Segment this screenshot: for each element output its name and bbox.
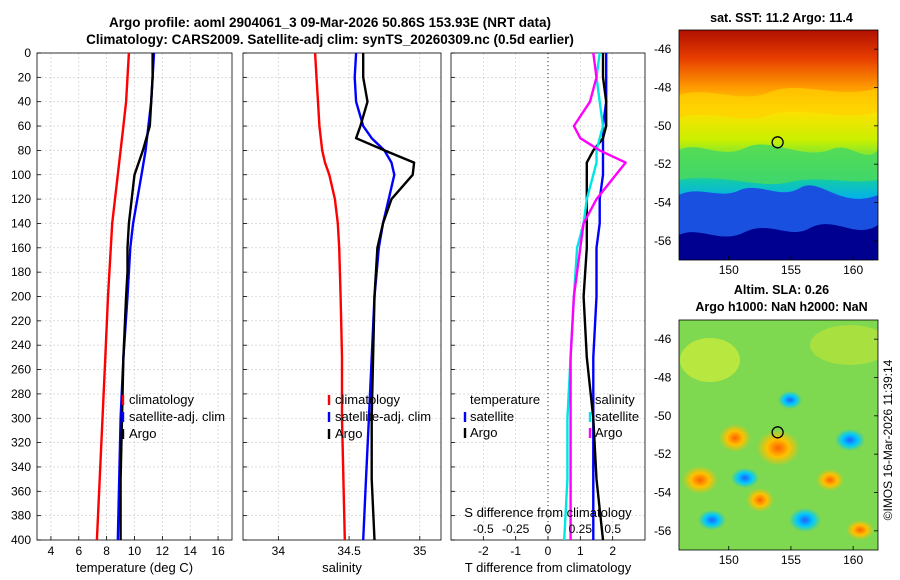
x-axis-label: T difference from climatology (465, 560, 632, 575)
series-line-climatology (95, 52, 131, 541)
map-x-tick-label: 155 (781, 553, 801, 567)
x-tick-label: 34.5 (337, 544, 361, 558)
x-tick-label: 10 (128, 544, 142, 558)
x-tick-label: 14 (184, 544, 198, 558)
x-tick-label: 8 (103, 544, 110, 558)
legend-label: satellite (470, 409, 514, 424)
y-tick-label: 120 (11, 192, 31, 206)
x-tick-label: 6 (75, 544, 82, 558)
legend-label: Argo (129, 426, 156, 441)
map-y-tick-label: -50 (654, 119, 672, 133)
y-tick-label: 260 (11, 363, 31, 377)
x-tick-label: -1 (510, 544, 521, 558)
s-tick-label: 0.25 (569, 522, 593, 536)
salinity-panel: 34 34.5 35 salinity climatology satellite-adj… (242, 52, 442, 575)
y-tick-label: 300 (11, 411, 31, 425)
x-tick-label: 16 (211, 544, 225, 558)
legend-label: satellite-adj. clim (129, 409, 225, 424)
sla-map-title-2: Argo h1000: NaN h2000: NaN (695, 300, 868, 314)
map-x-tick-label: 155 (781, 263, 801, 277)
map-x-tick-label: 160 (843, 263, 863, 277)
y-tick-label: 400 (11, 533, 31, 547)
series-line-salinity-satellite (563, 52, 605, 541)
y-tick-label: 220 (11, 314, 31, 328)
map-y-tick-label: -50 (654, 409, 672, 423)
x-tick-label: 2 (609, 544, 616, 558)
legend-label: Argo (595, 425, 622, 440)
series-line-satellite-adj-clim (353, 52, 396, 541)
s-tick-label: 0 (545, 522, 552, 536)
legend-title-salinity: salinity (595, 392, 635, 407)
legend-label: climatology (129, 392, 195, 407)
legend-label: satellite (595, 409, 639, 424)
x-tick-label: 4 (48, 544, 55, 558)
s-axis-label: S difference from climatology (464, 505, 632, 520)
difference-panel: -2 -1 0 1 2 T difference from climatology temp… (450, 52, 646, 575)
map-y-tick-label: -56 (654, 234, 672, 248)
series-line-argo (354, 53, 416, 541)
s-tick-label: 0.5 (604, 522, 621, 536)
y-tick-label: 20 (18, 70, 32, 84)
series-line-climatology (313, 52, 346, 541)
x-tick-label: 12 (156, 544, 170, 558)
legend-label: climatology (335, 392, 401, 407)
map-y-tick-label: -52 (654, 447, 672, 461)
x-tick-label: 0 (545, 544, 552, 558)
map-y-tick-label: -48 (654, 81, 672, 95)
map-y-tick-label: -48 (654, 371, 672, 385)
map-y-tick-label: -54 (654, 486, 672, 500)
x-tick-label: 1 (577, 544, 584, 558)
y-tick-label: 340 (11, 460, 31, 474)
x-tick-label: 34 (272, 544, 286, 558)
s-tick-label: -0.5 (473, 522, 494, 536)
y-tick-label: 360 (11, 484, 31, 498)
imos-watermark: ©IMOS 16-Mar-2026 11:39:14 (881, 359, 895, 520)
temperature-panel: 4 6 8 10 12 14 1602040608010012014016018020022… (11, 46, 233, 575)
legend-label: Argo (470, 425, 497, 440)
y-tick-label: 280 (11, 387, 31, 401)
series-line-salinity-argo (569, 52, 627, 540)
map-x-tick-label: 150 (719, 263, 739, 277)
argo-position-marker (771, 426, 784, 439)
s-tick-label: -0.25 (502, 522, 530, 536)
map-y-tick-label: -54 (654, 196, 672, 210)
argo-position-marker (771, 136, 784, 149)
y-tick-label: 240 (11, 338, 31, 352)
series-line-temperature-argo (582, 53, 608, 541)
map-x-tick-label: 160 (843, 553, 863, 567)
legend-title-temperature: temperature (470, 392, 540, 407)
legend-label: Argo (335, 426, 362, 441)
y-tick-label: 180 (11, 265, 31, 279)
map-y-tick-label: -46 (654, 332, 672, 346)
y-tick-label: 320 (11, 436, 31, 450)
map-y-tick-label: -56 (654, 524, 672, 538)
y-tick-label: 100 (11, 168, 31, 182)
y-tick-label: 160 (11, 241, 31, 255)
sla-map-image (679, 320, 878, 550)
map-y-tick-label: -46 (654, 42, 672, 56)
map-x-tick-label: 150 (719, 553, 739, 567)
y-tick-label: 40 (18, 95, 32, 109)
y-tick-label: 200 (11, 290, 31, 304)
y-tick-label: 380 (11, 509, 31, 523)
x-axis-label: temperature (deg C) (76, 560, 193, 575)
map-axes: 150 155 160 -46 -48 -50 -52 -54 -56 150 155 160 -46 -… (654, 42, 878, 567)
sst-map-title: sat. SST: 11.2 Argo: 11.4 (710, 11, 853, 25)
title-line-2: Climatology: CARS2009. Satellite-adj cli… (86, 32, 574, 47)
x-tick-label: 35 (413, 544, 427, 558)
y-tick-label: 140 (11, 216, 31, 230)
sst-map-image (679, 30, 878, 260)
y-tick-label: 80 (18, 143, 32, 157)
x-axis-label: salinity (322, 560, 362, 575)
title-line-1: Argo profile: aoml 2904061_3 09-Mar-2026… (109, 15, 551, 30)
series-line-temperature-satellite (592, 53, 608, 540)
y-tick-label: 0 (24, 46, 31, 60)
sla-map-title-1: Altim. SLA: 0.26 (733, 283, 830, 297)
x-tick-label: -2 (478, 544, 489, 558)
map-y-tick-label: -52 (654, 157, 672, 171)
y-tick-label: 60 (18, 119, 32, 133)
legend-label: satellite-adj. clim (335, 409, 431, 424)
